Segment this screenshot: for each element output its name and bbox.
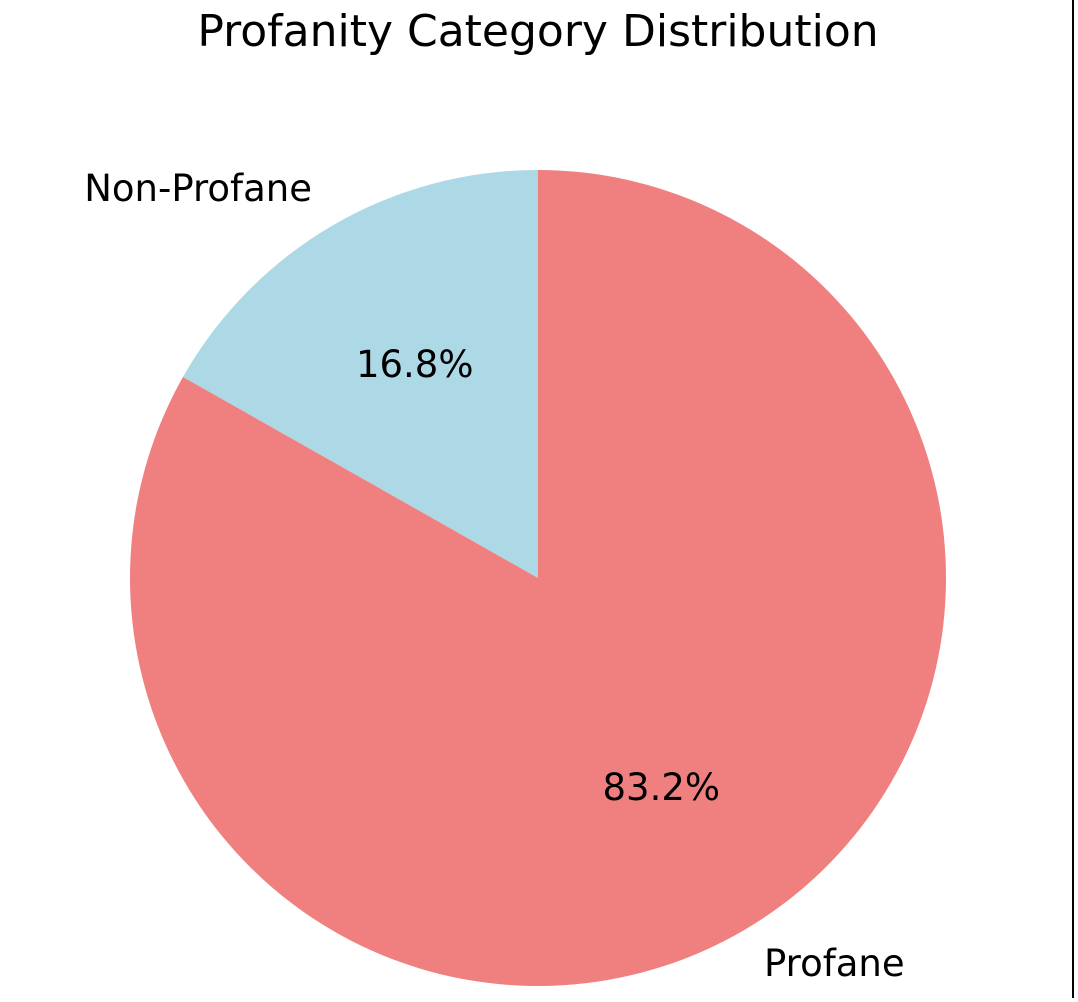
pie-slices xyxy=(130,170,947,987)
pie-slice-non-profane xyxy=(182,170,538,578)
pie-slice-profane xyxy=(130,170,947,987)
chart-title: Profanity Category Distribution xyxy=(197,6,878,57)
pie-percent-profane: 83.2% xyxy=(603,766,721,809)
pie-percent-non-profane: 16.8% xyxy=(356,343,474,386)
pie-labels: Non-Profane 16.8% Profane 83.2% xyxy=(84,167,904,985)
frame-edge xyxy=(1072,0,1074,998)
pie-label-profane: Profane xyxy=(764,942,905,985)
pie-label-non-profane: Non-Profane xyxy=(84,167,312,210)
